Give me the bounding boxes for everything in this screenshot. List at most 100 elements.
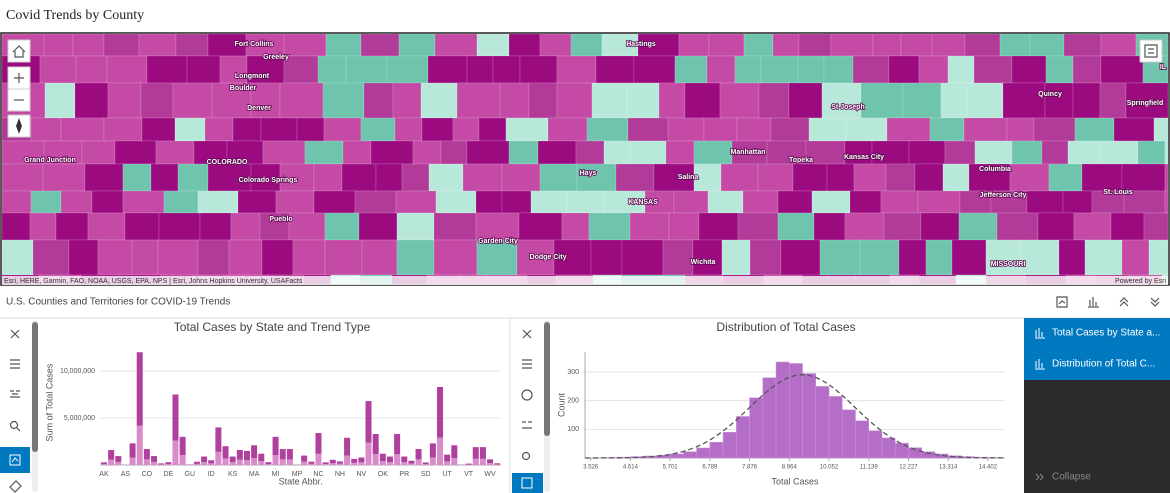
- bar-segment[interactable]: [286, 459, 293, 465]
- bar-segment[interactable]: [143, 449, 150, 460]
- bar-segment[interactable]: [179, 436, 186, 456]
- map-icon[interactable]: [1056, 296, 1068, 308]
- panel-item[interactable]: Total Cases by State a...: [1052, 328, 1160, 339]
- bar-segment[interactable]: [301, 455, 308, 462]
- bar-segment[interactable]: [222, 458, 229, 465]
- bar-segment[interactable]: [258, 453, 265, 462]
- bar-segment[interactable]: [301, 461, 308, 465]
- histogram-bar[interactable]: [802, 373, 817, 459]
- histogram-bar[interactable]: [696, 447, 711, 459]
- histogram-bar[interactable]: [842, 409, 856, 459]
- histogram-bar[interactable]: [749, 397, 764, 459]
- bar-segment[interactable]: [429, 443, 436, 458]
- scroll-thumb[interactable]: [32, 322, 38, 452]
- histogram-bar[interactable]: [669, 453, 684, 459]
- bar-segment[interactable]: [451, 445, 458, 459]
- bar-segment[interactable]: [358, 462, 365, 465]
- close-icon[interactable]: [522, 329, 532, 339]
- list-icon[interactable]: [522, 359, 532, 369]
- bar-segment[interactable]: [315, 433, 322, 454]
- bar-segment[interactable]: [336, 463, 343, 465]
- bar-segment[interactable]: [344, 437, 351, 456]
- bar-segment[interactable]: [322, 462, 329, 465]
- bar-segment[interactable]: [479, 447, 486, 459]
- bar-segment[interactable]: [201, 456, 208, 463]
- bar-segment[interactable]: [129, 457, 136, 465]
- bar-segment[interactable]: [415, 449, 422, 460]
- bar-segment[interactable]: [151, 456, 158, 462]
- expand-icon[interactable]: [1119, 297, 1129, 307]
- bar-segment[interactable]: [229, 462, 236, 465]
- bar-segment[interactable]: [351, 462, 358, 465]
- list-icon[interactable]: [10, 359, 20, 369]
- bar-segment[interactable]: [265, 462, 272, 465]
- bar-segment[interactable]: [451, 458, 458, 465]
- bar-segment[interactable]: [236, 459, 243, 465]
- bar-segment[interactable]: [365, 442, 372, 465]
- bar-segment[interactable]: [100, 464, 107, 465]
- bar-segment[interactable]: [165, 464, 172, 465]
- bar-segment[interactable]: [487, 459, 494, 464]
- scroll-thumb[interactable]: [544, 322, 550, 436]
- bar-segment[interactable]: [365, 401, 372, 443]
- bar-segment[interactable]: [408, 463, 415, 465]
- bar-segment[interactable]: [322, 464, 329, 465]
- search-icon[interactable]: [9, 420, 19, 430]
- bar-segment[interactable]: [208, 463, 215, 465]
- bar-segment[interactable]: [379, 453, 386, 462]
- active-tool[interactable]: [512, 473, 543, 493]
- tag-icon[interactable]: [9, 480, 22, 493]
- bar-segment[interactable]: [215, 427, 222, 452]
- bar-segment[interactable]: [108, 459, 115, 465]
- bar-segment[interactable]: [494, 463, 501, 465]
- histogram-bar[interactable]: [894, 442, 909, 459]
- histogram-bar[interactable]: [828, 396, 843, 459]
- bar-segment[interactable]: [115, 461, 122, 465]
- bar-segment[interactable]: [129, 443, 136, 458]
- bar-segment[interactable]: [394, 433, 401, 455]
- bar-segment[interactable]: [272, 436, 279, 456]
- powered-by[interactable]: Powered by Esri: [1115, 278, 1166, 285]
- home-button[interactable]: [7, 39, 31, 63]
- bar-segment[interactable]: [437, 437, 444, 465]
- close-icon[interactable]: [10, 329, 20, 339]
- bar-segment[interactable]: [115, 456, 122, 462]
- bar-segment[interactable]: [286, 449, 293, 460]
- bar-segment[interactable]: [394, 454, 401, 465]
- histogram-bar[interactable]: [868, 430, 883, 459]
- bar-segment[interactable]: [479, 458, 486, 465]
- bar-segment[interactable]: [487, 463, 494, 465]
- histogram-bar[interactable]: [762, 377, 777, 459]
- gauge-icon[interactable]: [521, 389, 533, 401]
- bar-segment[interactable]: [386, 462, 393, 465]
- bar-segment[interactable]: [165, 462, 172, 465]
- filter-icon[interactable]: [10, 390, 20, 398]
- bar-segment[interactable]: [272, 455, 279, 465]
- bar-segment[interactable]: [372, 454, 379, 465]
- bar-segment[interactable]: [444, 461, 451, 465]
- bar-segment[interactable]: [386, 456, 393, 463]
- bar-segment[interactable]: [201, 462, 208, 465]
- bar-segment[interactable]: [100, 462, 107, 465]
- bar-segment[interactable]: [494, 464, 501, 465]
- bar-segment[interactable]: [279, 449, 286, 460]
- bar-segment[interactable]: [308, 463, 315, 465]
- bar-segment[interactable]: [408, 460, 415, 464]
- bar-segment[interactable]: [415, 459, 422, 465]
- bar-segment[interactable]: [444, 454, 451, 462]
- collapse-button[interactable]: Collapse: [1052, 472, 1091, 483]
- bar-segment[interactable]: [401, 456, 408, 463]
- bar-segment[interactable]: [179, 455, 186, 465]
- bar-segment[interactable]: [329, 463, 336, 465]
- bar-segment[interactable]: [472, 447, 479, 459]
- bar-segment[interactable]: [158, 464, 165, 465]
- bar-segment[interactable]: [243, 450, 250, 461]
- bar-segment[interactable]: [236, 449, 243, 460]
- bar-segment[interactable]: [422, 464, 429, 465]
- bar-segment[interactable]: [329, 459, 336, 464]
- bar-segment[interactable]: [372, 433, 379, 455]
- bar-segment[interactable]: [158, 463, 165, 465]
- bar-segment[interactable]: [472, 458, 479, 465]
- histogram-bar[interactable]: [709, 441, 724, 459]
- bar-segment[interactable]: [358, 457, 365, 463]
